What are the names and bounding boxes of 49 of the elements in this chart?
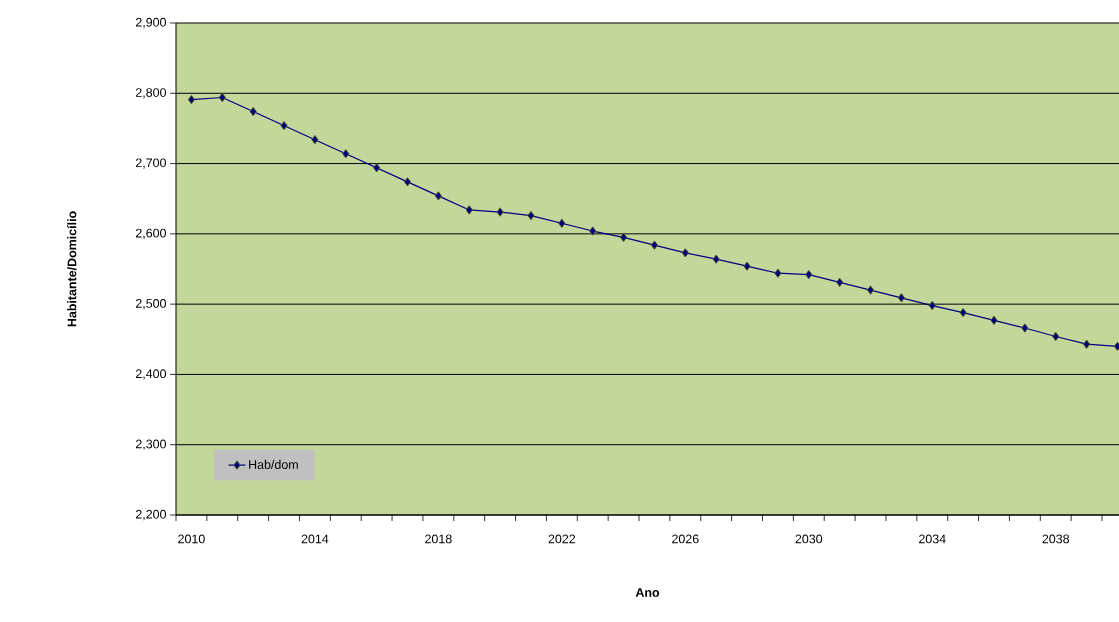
point bbox=[187, 94, 196, 105]
y-tick-label: 2,700 bbox=[135, 158, 166, 169]
point bbox=[1052, 331, 1060, 342]
y-axis-title: Habitante/Domicílio bbox=[67, 211, 77, 327]
point bbox=[589, 226, 597, 236]
point bbox=[218, 92, 226, 103]
point bbox=[342, 149, 350, 159]
x-tick-label: 2022 bbox=[548, 534, 576, 544]
x-tick-label: 2014 bbox=[301, 534, 329, 544]
y-tick-label: 2,600 bbox=[135, 228, 166, 239]
point bbox=[650, 240, 659, 250]
point bbox=[866, 285, 875, 295]
point bbox=[496, 207, 504, 217]
point bbox=[527, 210, 535, 221]
point bbox=[1021, 323, 1029, 333]
y-tick-label: 2,800 bbox=[135, 88, 166, 99]
x-axis-title: Ano bbox=[635, 588, 660, 597]
y-tick-label: 2,500 bbox=[135, 299, 166, 310]
point bbox=[619, 232, 628, 243]
point bbox=[403, 177, 412, 187]
y-tick-label: 2,200 bbox=[135, 509, 166, 521]
y-tick-label: 2,900 bbox=[135, 17, 166, 29]
x-tick-label: 2038 bbox=[1042, 534, 1070, 544]
point bbox=[1082, 339, 1091, 349]
point bbox=[311, 134, 319, 145]
x-tick-label: 2010 bbox=[178, 534, 205, 544]
point bbox=[372, 163, 381, 173]
legend-label: Hab/dom bbox=[249, 459, 298, 469]
point bbox=[990, 315, 998, 326]
point bbox=[280, 120, 288, 131]
point bbox=[959, 307, 967, 318]
point bbox=[434, 191, 443, 201]
y-tick-label: 2,300 bbox=[135, 439, 166, 450]
point bbox=[774, 268, 782, 278]
x-tick-label: 2030 bbox=[795, 534, 823, 544]
point bbox=[558, 218, 566, 229]
point bbox=[743, 261, 751, 271]
point bbox=[465, 205, 473, 215]
point bbox=[249, 106, 257, 117]
x-tick-label: 2018 bbox=[425, 534, 452, 544]
point bbox=[928, 300, 936, 311]
point bbox=[712, 254, 720, 264]
point bbox=[681, 248, 689, 258]
x-tick-label: 2026 bbox=[672, 534, 699, 544]
point bbox=[836, 277, 844, 288]
y-tick-label: 2,400 bbox=[135, 369, 166, 380]
point bbox=[897, 293, 906, 303]
point bbox=[805, 269, 813, 280]
x-tick-label: 2034 bbox=[919, 534, 946, 544]
